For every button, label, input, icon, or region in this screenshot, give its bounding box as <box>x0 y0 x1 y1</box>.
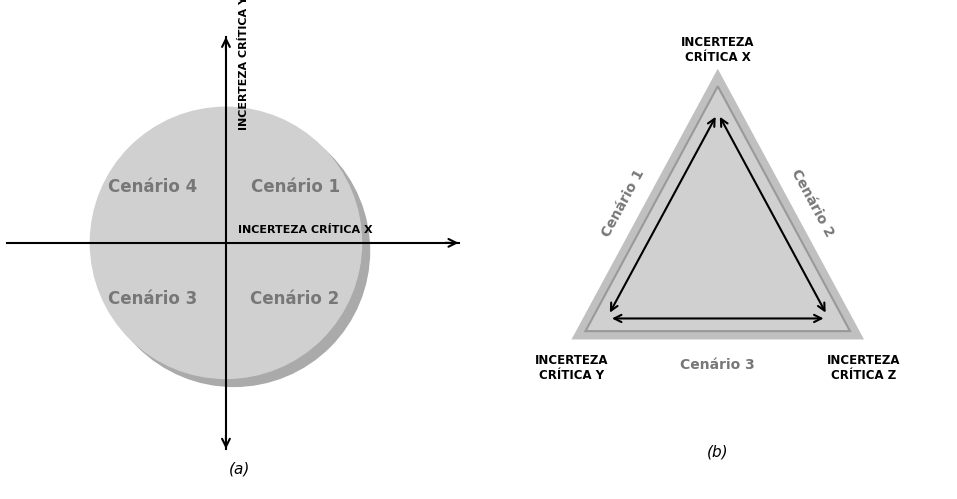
Text: (b): (b) <box>707 445 728 460</box>
Text: INCERTEZA
CRÍTICA Z: INCERTEZA CRÍTICA Z <box>828 354 901 382</box>
Text: Cenário 3: Cenário 3 <box>680 358 755 372</box>
Text: INCERTEZA
CRÍTICA X: INCERTEZA CRÍTICA X <box>681 36 754 64</box>
Text: Cenário 1: Cenário 1 <box>251 178 340 196</box>
Text: Cenário 3: Cenário 3 <box>108 290 197 308</box>
Text: Cenário 2: Cenário 2 <box>251 290 340 308</box>
Text: INCERTEZA
CRÍTICA Y: INCERTEZA CRÍTICA Y <box>535 354 608 382</box>
Polygon shape <box>591 92 857 337</box>
Text: (a): (a) <box>229 461 250 477</box>
Polygon shape <box>586 86 850 331</box>
Text: Cenário 4: Cenário 4 <box>108 178 197 196</box>
Text: Cenário 1: Cenário 1 <box>599 167 647 240</box>
Text: INCERTEZA CRÍTICA Y: INCERTEZA CRÍTICA Y <box>239 0 249 130</box>
Polygon shape <box>586 86 850 331</box>
Circle shape <box>90 107 362 378</box>
Text: INCERTEZA CRÍTICA X: INCERTEZA CRÍTICA X <box>238 225 373 235</box>
Circle shape <box>99 115 369 386</box>
Text: Cenário 2: Cenário 2 <box>789 167 836 240</box>
